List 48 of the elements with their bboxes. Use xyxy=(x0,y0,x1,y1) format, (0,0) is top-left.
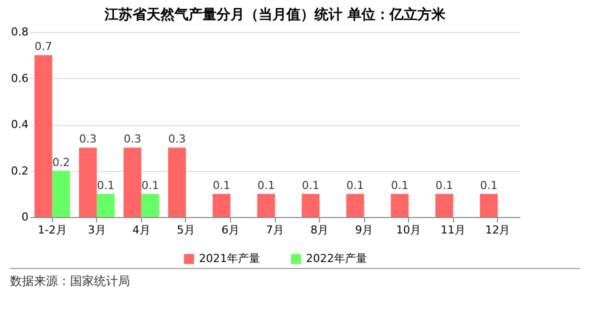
data-label: 0.1 xyxy=(142,178,160,192)
x-tick-label: 9月 xyxy=(355,224,374,236)
bar xyxy=(346,194,364,217)
bar xyxy=(34,55,52,217)
data-label: 0.3 xyxy=(79,132,97,146)
bar xyxy=(257,194,275,217)
bar xyxy=(52,170,70,217)
data-label: 0.1 xyxy=(212,178,230,192)
x-tick-label: 8月 xyxy=(310,224,329,236)
x-tick-label: 3月 xyxy=(88,224,106,236)
data-label: 0.2 xyxy=(52,156,70,169)
data-label: 0.7 xyxy=(34,40,52,54)
y-tick-label: 0.8 xyxy=(11,26,28,38)
y-tick-label: 0.6 xyxy=(11,72,28,85)
bar xyxy=(141,194,160,217)
data-label: 0.3 xyxy=(168,132,186,146)
bar xyxy=(435,194,454,217)
bar xyxy=(390,194,409,217)
bar xyxy=(302,194,320,217)
bar xyxy=(96,194,115,217)
y-tick-label: 0.4 xyxy=(11,118,28,131)
data-label: 0.3 xyxy=(124,132,142,146)
data-label: 0.1 xyxy=(302,178,320,192)
data-label: 0.1 xyxy=(480,178,498,192)
data-label: 0.1 xyxy=(390,178,408,192)
x-tick-label: 12月 xyxy=(485,224,510,236)
legend-label: 2021年产量 xyxy=(199,252,260,265)
x-tick-label: 7月 xyxy=(266,224,284,236)
data-label: 0.1 xyxy=(96,178,114,192)
y-tick-label: 0.2 xyxy=(11,164,28,178)
legend-label: 2022年产量 xyxy=(306,252,367,265)
x-tick-label: 4月 xyxy=(132,224,150,236)
y-tick-label: 0 xyxy=(22,210,28,224)
chart-title: 江苏省天然气产量分月（当月值）统计 单位：亿立方米 xyxy=(104,6,446,23)
bar xyxy=(212,194,230,217)
x-tick-label: 6月 xyxy=(221,224,240,236)
data-label: 0.1 xyxy=(436,178,454,192)
bar xyxy=(480,194,498,217)
x-tick-label: 10月 xyxy=(396,224,422,236)
bar xyxy=(168,148,186,217)
x-tick-label: 11月 xyxy=(440,224,466,236)
bar xyxy=(79,148,97,217)
data-label: 0.1 xyxy=(257,178,275,192)
bar xyxy=(124,148,142,217)
x-tick-label: 5月 xyxy=(176,224,195,236)
data-label: 0.1 xyxy=(346,178,364,192)
x-tick-label: 1-2月 xyxy=(38,224,67,236)
source-note: 数据来源：国家统计局 xyxy=(10,268,580,290)
